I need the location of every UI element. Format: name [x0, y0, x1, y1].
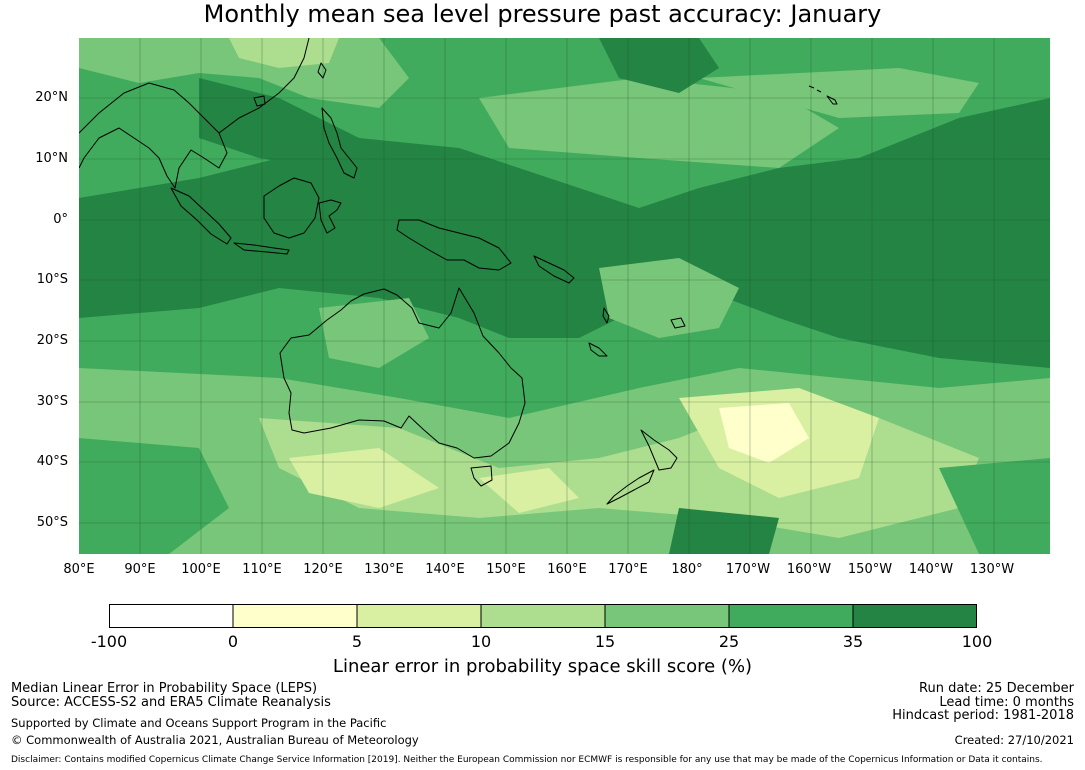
footer-source: Source: ACCESS-S2 and ERA5 Climate Reana…	[11, 695, 331, 710]
lat-label: 10°N	[35, 151, 68, 166]
lon-label: 100°E	[181, 562, 221, 577]
footer-support: Supported by Climate and Oceans Support …	[11, 716, 387, 730]
colorbar-segment	[481, 604, 605, 628]
skill-region	[599, 258, 739, 338]
coastline-philippines	[321, 107, 358, 179]
colorbar	[109, 604, 977, 628]
lat-label: 50°S	[36, 515, 68, 530]
skill-map	[79, 38, 1050, 554]
footer-lead-time: Lead time: 0 months	[939, 695, 1074, 710]
colorbar-label: Linear error in probability space skill …	[332, 656, 753, 677]
skill-region	[199, 78, 379, 168]
coastline-new-caledonia	[588, 342, 608, 357]
skill-region	[939, 458, 1050, 554]
colorbar-tick: 15	[594, 632, 616, 651]
colorbar-segment	[233, 604, 357, 628]
coastline-indochina	[79, 82, 228, 189]
coastline-new-zealand-north	[640, 429, 678, 471]
map-title: Monthly mean sea level pressure past acc…	[203, 0, 882, 28]
footer-method: Median Linear Error in Probability Space…	[11, 681, 318, 696]
lat-label: 30°S	[36, 394, 68, 409]
colorbar-tick: 25	[718, 632, 740, 651]
lon-label: 180°	[671, 562, 703, 577]
lat-label: 40°S	[36, 454, 68, 469]
skill-region	[79, 438, 229, 554]
coastline-taiwan	[317, 62, 327, 79]
coastlines	[79, 38, 838, 505]
colorbar-segment	[853, 604, 977, 628]
coastline-java	[233, 242, 290, 255]
coastline-china	[218, 38, 310, 134]
skill-field	[79, 38, 1050, 554]
skill-region	[289, 448, 439, 508]
colorbar-tick: 10	[470, 632, 492, 651]
colorbar-segment	[109, 604, 233, 628]
coastline-vanuatu	[602, 307, 610, 324]
coastline-new-guinea	[396, 219, 512, 271]
coastline-solomon	[533, 255, 575, 284]
skill-region	[699, 68, 979, 118]
colorbar-tick: 100	[961, 632, 993, 651]
footer-disclaimer: Disclaimer: Contains modified Copernicus…	[11, 755, 1043, 765]
footer-run-date: Run date: 25 December	[919, 681, 1074, 696]
colorbar-segment	[605, 604, 729, 628]
skill-region	[319, 298, 429, 368]
lon-label: 170°E	[608, 562, 648, 577]
graticule	[79, 38, 1050, 554]
coastline-borneo	[263, 177, 320, 239]
coastline-hainan	[253, 95, 266, 107]
colorbar-frame	[109, 604, 977, 628]
coastline-sumatra	[170, 187, 232, 245]
colorbar-tick: 35	[842, 632, 864, 651]
footer-created: Created: 27/10/2021	[954, 733, 1074, 747]
skill-region	[669, 508, 779, 554]
colorbar-segment	[729, 604, 853, 628]
colorbar-tick: 5	[351, 632, 363, 651]
skill-region	[479, 78, 839, 168]
coastline-australia	[279, 287, 526, 459]
coastline-sulawesi	[318, 199, 342, 234]
lon-label: 160°E	[547, 562, 587, 577]
lon-label: 150°E	[486, 562, 526, 577]
lon-label: 170°W	[725, 562, 771, 577]
colorbar-tick: 0	[227, 632, 239, 651]
colorbar-tick: -100	[90, 632, 128, 651]
lon-label: 160°W	[786, 562, 832, 577]
footer-hindcast: Hindcast period: 1981-2018	[892, 708, 1074, 723]
lon-label: 120°E	[303, 562, 343, 577]
coastline-new-zealand-south	[606, 469, 655, 505]
lat-label: 20°N	[35, 90, 68, 105]
colorbar-segment	[357, 604, 481, 628]
lon-label: 80°E	[63, 562, 95, 577]
footer-copyright: © Commonwealth of Australia 2021, Austra…	[11, 733, 419, 747]
lat-label: 20°S	[36, 333, 68, 348]
lon-label: 140°W	[908, 562, 954, 577]
coastline-tasmania	[470, 465, 493, 487]
lon-label: 130°W	[969, 562, 1015, 577]
lon-label: 90°E	[124, 562, 156, 577]
coastline-fiji	[670, 317, 686, 329]
lat-label: 0°	[53, 212, 68, 227]
coastline-hawaii-islands	[808, 85, 838, 105]
lon-label: 110°E	[242, 562, 282, 577]
lat-label: 10°S	[36, 272, 68, 287]
lon-label: 140°E	[425, 562, 465, 577]
skill-region	[229, 38, 339, 68]
lon-label: 130°E	[364, 562, 404, 577]
lon-label: 150°W	[847, 562, 893, 577]
skill-region	[479, 468, 579, 513]
skill-region	[719, 403, 809, 463]
